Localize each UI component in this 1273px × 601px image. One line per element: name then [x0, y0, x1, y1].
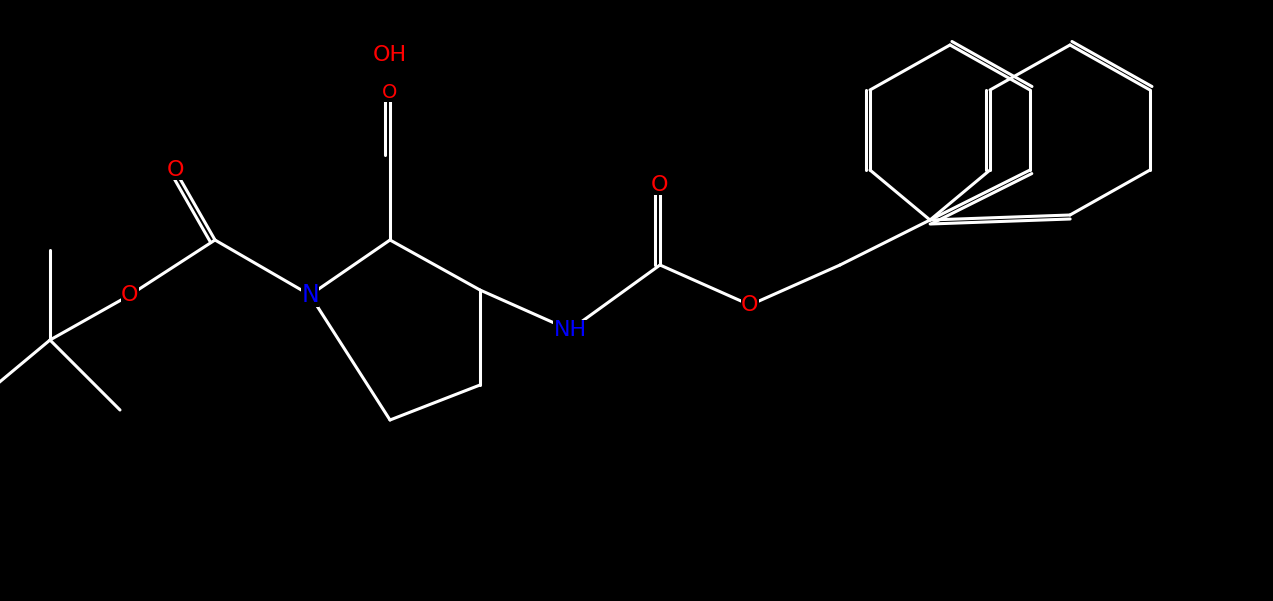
Text: O: O	[167, 160, 183, 180]
Text: O: O	[652, 175, 668, 195]
Text: NH: NH	[554, 320, 587, 340]
Text: O: O	[382, 82, 397, 102]
Text: O: O	[121, 285, 139, 305]
Text: OH: OH	[373, 45, 407, 65]
Text: O: O	[167, 160, 183, 180]
Text: N: N	[302, 283, 318, 307]
Text: O: O	[741, 295, 759, 315]
